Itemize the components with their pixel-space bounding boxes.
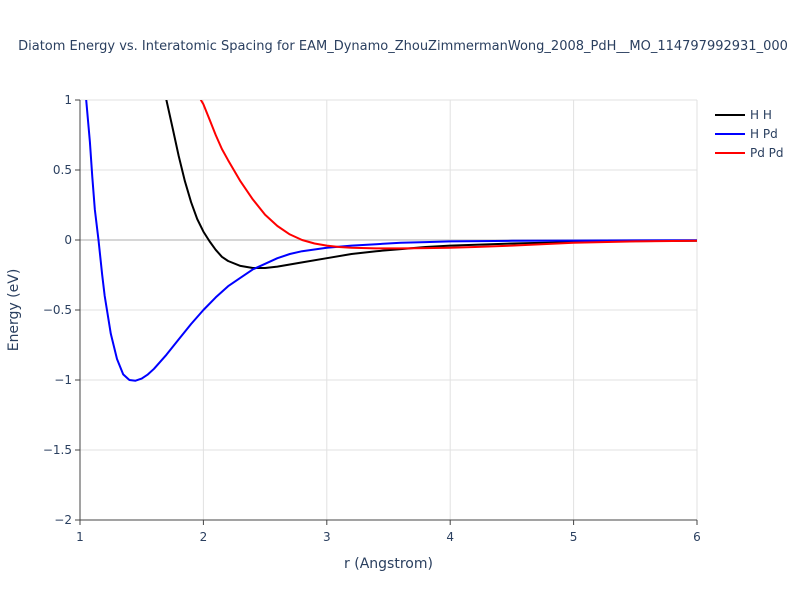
series-line-h-h <box>165 100 697 269</box>
y-tick-label: 0.5 <box>53 163 72 177</box>
x-tick-label: 4 <box>446 530 454 544</box>
y-tick-label: −2 <box>54 513 72 527</box>
legend-item[interactable]: H Pd <box>715 127 778 141</box>
series-line-pd-pd <box>199 100 697 250</box>
y-axis-label: Energy (eV) <box>6 269 22 352</box>
x-tick-label: 1 <box>76 530 84 544</box>
y-tick-label: 0 <box>64 233 72 247</box>
legend: H H H Pd Pd Pd <box>715 108 784 160</box>
x-tick-label: 6 <box>693 530 701 544</box>
legend-label: H H <box>750 108 772 122</box>
y-tick-label: −1.5 <box>43 443 72 457</box>
series-layer <box>85 100 697 382</box>
x-tick-label: 2 <box>200 530 208 544</box>
y-tick-label: −0.5 <box>43 303 72 317</box>
x-axis-label: r (Angstrom) <box>344 556 433 572</box>
y-tick-label: −1 <box>54 373 72 387</box>
legend-label: Pd Pd <box>750 146 784 160</box>
grid-layer <box>80 99 698 520</box>
legend-item[interactable]: H H <box>715 108 772 122</box>
legend-label: H Pd <box>750 127 778 141</box>
axis-layer: 1 2 3 4 5 6 −2 −1.5 −1 −0.5 0 0.5 1 <box>43 93 701 544</box>
x-tick-label: 5 <box>570 530 578 544</box>
x-tick-label: 3 <box>323 530 331 544</box>
chart-title: Diatom Energy vs. Interatomic Spacing fo… <box>18 39 788 54</box>
y-tick-label: 1 <box>64 93 72 107</box>
legend-item[interactable]: Pd Pd <box>715 146 784 160</box>
series-line-h-pd <box>85 100 697 382</box>
